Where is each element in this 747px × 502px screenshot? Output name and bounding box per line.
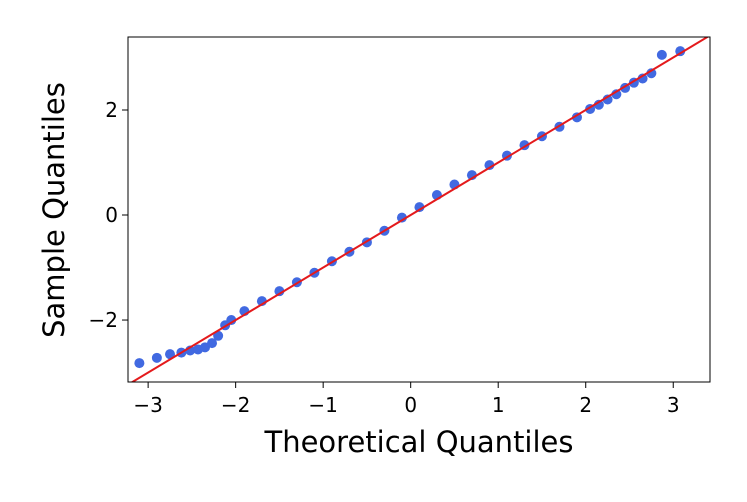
point	[134, 358, 145, 369]
x-tick-label: −1	[308, 393, 337, 417]
y-tick-label: 2	[105, 98, 118, 122]
y-tick-label: 0	[105, 203, 118, 227]
point	[602, 94, 613, 105]
point	[165, 349, 176, 360]
x-axis-label: Theoretical Quantiles	[263, 425, 573, 459]
point	[637, 73, 648, 84]
point	[274, 286, 285, 297]
x-tick-label: 3	[667, 393, 680, 417]
point	[213, 330, 224, 341]
point	[226, 315, 237, 326]
point	[656, 49, 667, 60]
y-axis-label: Sample Quantiles	[37, 82, 71, 338]
point	[484, 160, 495, 171]
plot-frame	[127, 36, 711, 383]
point	[646, 68, 657, 79]
point	[593, 99, 604, 110]
point	[396, 212, 407, 223]
x-tick-label: 0	[404, 393, 417, 417]
x-tick-label: 2	[579, 393, 592, 417]
point	[207, 338, 218, 349]
point	[611, 89, 622, 100]
y-tick-label: −2	[89, 308, 118, 332]
x-tick-label: 1	[492, 393, 505, 417]
x-tick-label: −3	[133, 393, 162, 417]
point	[414, 202, 425, 213]
point	[151, 352, 162, 363]
x-tick-label: −2	[221, 393, 250, 417]
reference-line	[130, 37, 710, 382]
